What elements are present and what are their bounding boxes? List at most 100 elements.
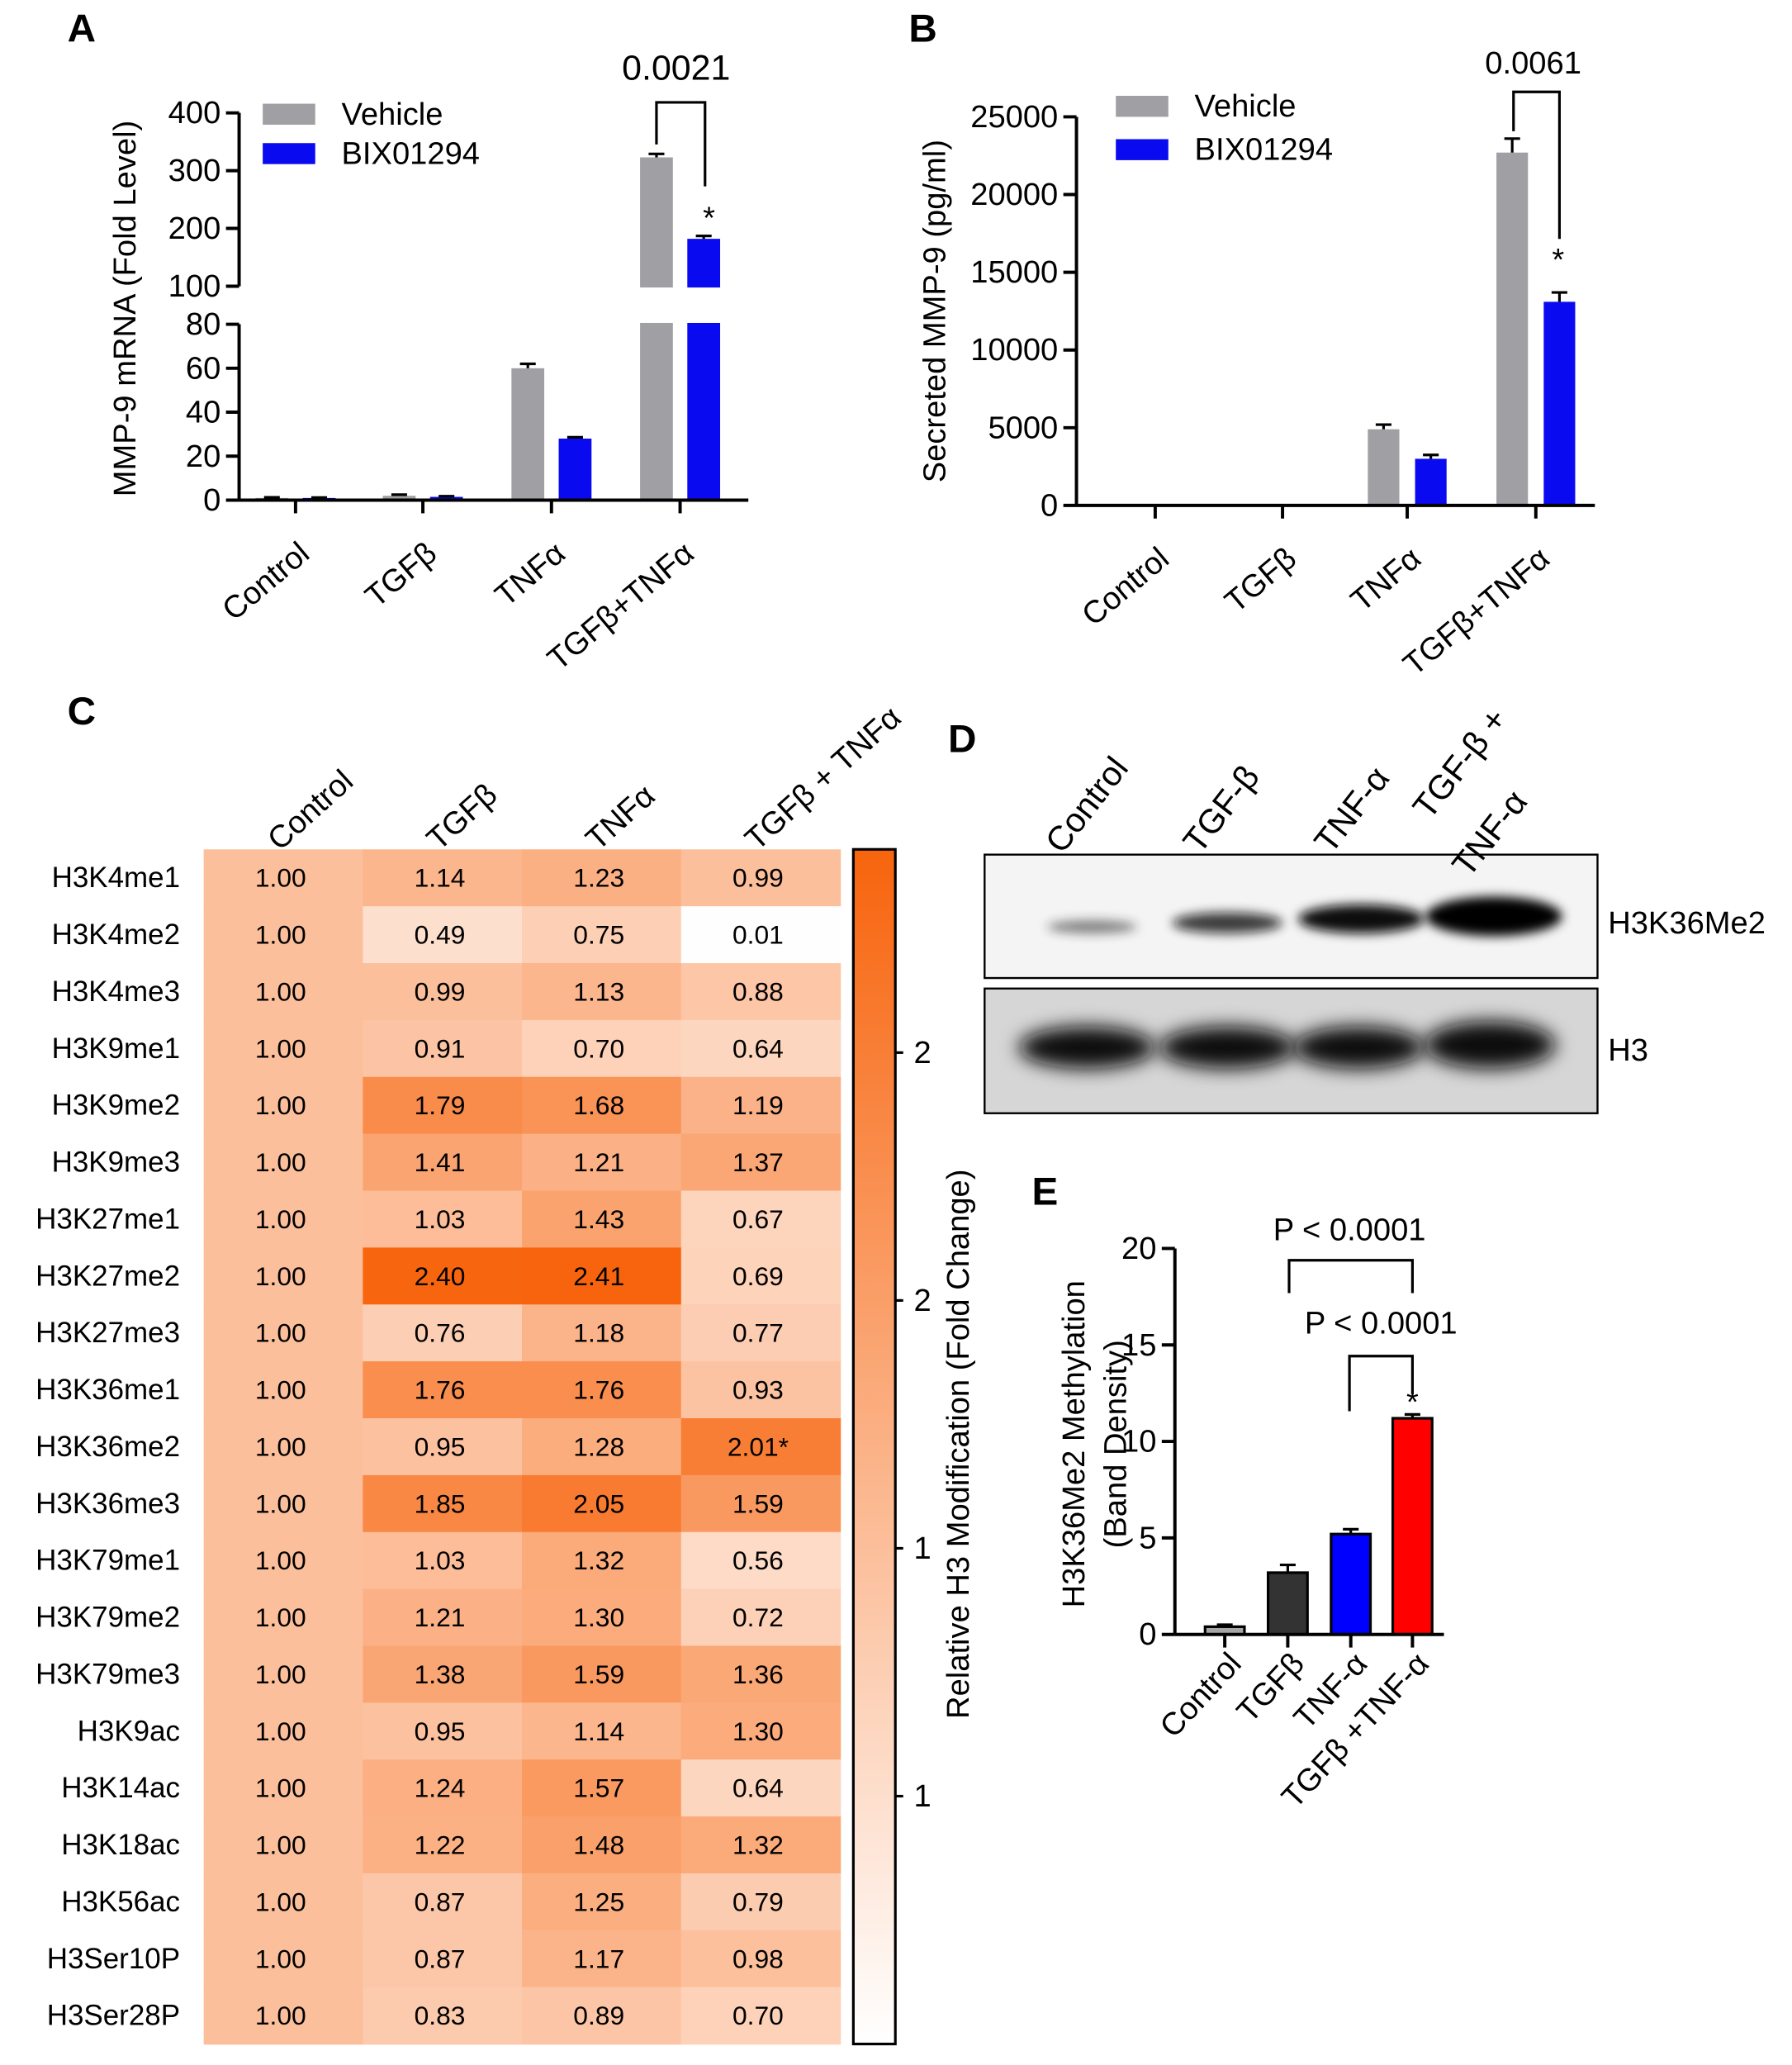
heatmap-cell bbox=[522, 906, 682, 964]
heatmap-cell bbox=[522, 1588, 682, 1647]
row-label: H3K18ac bbox=[61, 1829, 180, 1861]
panel-letter: D bbox=[948, 717, 976, 761]
bar bbox=[1496, 152, 1529, 506]
x-tick-label: TGFβ bbox=[358, 535, 443, 615]
column-label: Control bbox=[261, 763, 360, 857]
colorbar-tick-label: 1 bbox=[913, 1531, 931, 1566]
heatmap-cell bbox=[680, 963, 841, 1021]
heatmap-cell bbox=[680, 1019, 841, 1078]
cell-label: 1.00 bbox=[255, 1431, 306, 1461]
heatmap-cell bbox=[680, 1873, 841, 1931]
heatmap-cell bbox=[203, 1361, 364, 1419]
cell-label: 1.79 bbox=[415, 1090, 466, 1120]
cell-label: 1.00 bbox=[255, 1033, 306, 1063]
annotation: 0.0061 bbox=[1485, 45, 1581, 81]
heatmap-cell bbox=[363, 1645, 523, 1704]
heatmap-cell bbox=[680, 1133, 841, 1192]
y-tick-label: 60 bbox=[186, 350, 220, 386]
heatmap-cell bbox=[680, 1645, 841, 1704]
heatmap-cell bbox=[680, 1531, 841, 1590]
heatmap-cell bbox=[680, 1816, 841, 1874]
error-bar bbox=[391, 493, 407, 496]
y-axis-label: H3K36Me2 Methylation bbox=[1056, 1280, 1092, 1607]
blot-panel bbox=[984, 853, 1599, 1114]
x-tick-label: Control bbox=[1075, 540, 1176, 633]
row-label: H3K4me1 bbox=[52, 862, 180, 894]
heatmap-cell bbox=[522, 1873, 682, 1931]
cell-label: 1.30 bbox=[573, 1602, 624, 1632]
cell-label: 1.18 bbox=[573, 1318, 624, 1348]
cell-label: 1.00 bbox=[255, 920, 306, 950]
cell-label: 0.72 bbox=[732, 1602, 784, 1632]
heatmap-cell bbox=[680, 849, 841, 907]
cell-label: 1.32 bbox=[732, 1830, 784, 1860]
y-tick-label: 400 bbox=[168, 95, 221, 131]
heatmap-cell bbox=[363, 1759, 523, 1817]
bar bbox=[1266, 1571, 1309, 1636]
heatmap-cell bbox=[522, 1304, 682, 1362]
band bbox=[1425, 896, 1562, 937]
error-bar bbox=[439, 495, 455, 498]
cell-label: 0.67 bbox=[732, 1204, 784, 1234]
legend-label: Vehicle bbox=[1195, 88, 1297, 124]
error-bar bbox=[1504, 137, 1520, 153]
annotation: P < 0.0001 bbox=[1305, 1306, 1458, 1341]
heatmap-cell bbox=[203, 1247, 364, 1306]
heatmap-cell bbox=[203, 906, 364, 964]
cell-label: 1.00 bbox=[255, 1887, 306, 1916]
y-tick-label: 200 bbox=[168, 211, 221, 246]
cell-label: 1.03 bbox=[415, 1204, 466, 1234]
row-label: H3K4me3 bbox=[52, 976, 180, 1008]
heatmap-cell bbox=[522, 1133, 682, 1192]
heatmap-cell bbox=[363, 1247, 523, 1306]
cell-label: 1.76 bbox=[573, 1375, 624, 1405]
column-label: TGFβ + TNFα bbox=[738, 700, 908, 857]
heatmap-cell bbox=[522, 1076, 682, 1135]
legend-swatch bbox=[263, 143, 315, 164]
heatmap-cell bbox=[522, 1987, 682, 2045]
heatmap-cell bbox=[203, 1019, 364, 1078]
cell-label: 1.00 bbox=[255, 863, 306, 893]
y-tick-label: 15000 bbox=[970, 254, 1058, 290]
cell-label: 1.14 bbox=[415, 863, 466, 893]
y-tick-label: 20000 bbox=[970, 177, 1058, 212]
cell-label: 0.99 bbox=[415, 976, 466, 1006]
cell-label: 1.37 bbox=[732, 1147, 784, 1177]
row-label: H3K36me2 bbox=[36, 1431, 180, 1463]
y-tick-label: 300 bbox=[168, 153, 221, 188]
cell-label: 1.57 bbox=[573, 1773, 624, 1803]
heatmap-cell bbox=[203, 1759, 364, 1817]
annotation: 0.0021 bbox=[622, 49, 730, 88]
cell-label: 0.89 bbox=[573, 2001, 624, 2030]
error-bar bbox=[648, 152, 665, 158]
cell-label: 1.68 bbox=[573, 1090, 624, 1120]
heatmap-cell bbox=[522, 849, 682, 907]
axis-break bbox=[241, 287, 751, 323]
cell-label: 0.64 bbox=[732, 1773, 784, 1803]
cell-label: 1.00 bbox=[255, 1318, 306, 1348]
lane-label: TNF-α bbox=[1307, 760, 1397, 860]
error-bar bbox=[519, 362, 536, 368]
heatmap-cell bbox=[363, 1816, 523, 1874]
heatmap-cell bbox=[522, 1930, 682, 1988]
error-bar bbox=[1375, 423, 1391, 430]
bar bbox=[1330, 1532, 1372, 1636]
bar bbox=[558, 438, 592, 501]
annotation: * bbox=[1406, 1384, 1419, 1420]
cell-label: 1.21 bbox=[573, 1147, 624, 1177]
panel-letter: E bbox=[1031, 1170, 1058, 1214]
heatmap-cell bbox=[203, 1474, 364, 1533]
x-tick-label: TGFβ bbox=[1218, 540, 1303, 620]
heatmap-cell bbox=[680, 1759, 841, 1817]
band bbox=[1292, 1026, 1425, 1069]
y-tick-label: 100 bbox=[168, 268, 221, 304]
cell-label: 2.41 bbox=[573, 1261, 624, 1291]
y-tick-label: 10000 bbox=[970, 332, 1058, 368]
cell-label: 1.28 bbox=[573, 1431, 624, 1461]
cell-label: 1.00 bbox=[255, 2001, 306, 2030]
significance-bracket bbox=[655, 101, 707, 187]
cell-label: 1.00 bbox=[255, 1545, 306, 1575]
legend-swatch bbox=[1116, 96, 1169, 117]
row-label: H3K79me2 bbox=[36, 1602, 180, 1634]
x-tick-label: Control bbox=[1153, 1646, 1248, 1745]
